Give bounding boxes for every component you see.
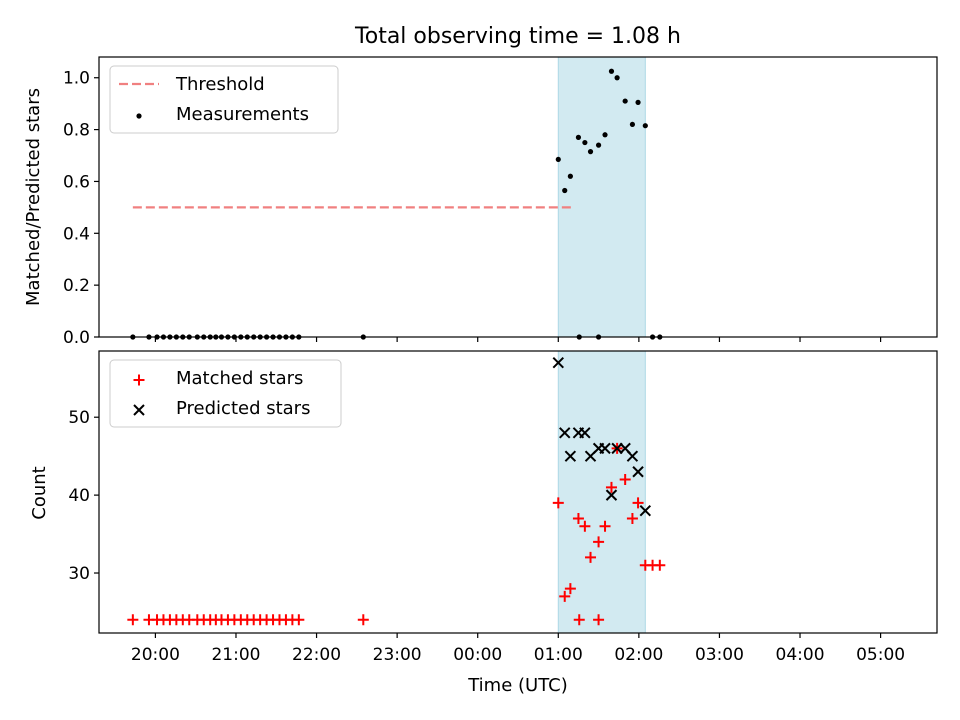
matched-star-point [626,512,638,524]
bottom-y-axis-label: Count [29,466,50,519]
x-tick-label: 21:00 [211,645,260,665]
matched-star-point [654,559,666,571]
legend-label: Predicted stars [176,398,310,419]
predicted-star-point [559,427,571,439]
panel-bottom: 30 40 50 20:00 21:00 22:00 23:00 00:00 01:00 02:0… [68,350,938,665]
x-tick-label: 01:00 [534,645,583,665]
observing-window [557,350,646,634]
legend-matched-swatch [133,374,145,386]
observing-window [557,56,646,338]
predicted-star-point [605,489,618,501]
matched-star-point [579,520,591,532]
matched-star-point [573,614,585,626]
legend-label: Matched stars [176,368,303,389]
matched-star-point [605,481,617,493]
measurement-point [595,142,602,148]
legend-measurement-swatch [136,113,142,119]
y-tick-label: 0.4 [63,224,90,244]
legend-label: Measurements [176,104,309,125]
measurement-point [562,187,568,194]
measurement-point [555,156,561,163]
predicted-star-point [564,450,577,462]
measurement-point [635,99,641,105]
predicted-star-point [626,450,639,462]
matched-star-point [632,497,644,509]
panel-top: 0.0 0.2 0.4 0.6 0.8 1.0 Threshold Measurements [63,56,938,348]
x-tick-label: 03:00 [695,645,744,665]
axes-frame [98,56,938,338]
measurement-point [622,98,628,104]
legend-predicted-swatch [133,404,145,416]
predicted-star-point [579,427,591,439]
chart-title: Total observing time = 1.08 h [354,24,681,49]
measurement-point [587,149,594,155]
measurement-point [582,139,588,146]
matched-star-point [559,590,571,602]
matched-star-point [619,474,631,486]
matched-star-point [593,614,605,626]
x-tick-label: 20:00 [131,645,180,665]
predicted-star-point [552,356,564,369]
measurement-point [614,75,620,81]
measurement-point [575,134,582,140]
y-tick-label: 30 [68,564,90,584]
measurement-point [629,121,636,128]
y-tick-label: 0.6 [63,172,90,192]
matched-star-point [599,520,611,532]
x-tick-label: 23:00 [373,645,422,665]
y-tick-label: 1.0 [63,69,90,89]
y-tick-label: 0.2 [63,276,90,296]
matched-star-point [564,583,576,595]
measurement-point [608,68,615,74]
predicted-star-point [632,466,644,478]
matched-star-point [572,512,584,524]
y-tick-label: 40 [68,486,90,506]
measurement-point [567,173,573,179]
x-tick-label: 00:00 [453,645,502,665]
measurement-point [642,123,648,129]
predicted-star-point [639,504,652,517]
matched-star-point [552,497,564,509]
matched-star-point [593,536,605,548]
matched-star-point [293,614,305,626]
x-axis-label: Time (UTC) [467,675,568,696]
matched-star-point [127,614,139,626]
predicted-star-point [599,442,611,455]
x-tick-label: 05:00 [856,645,905,665]
top-y-axis-label: Matched/Predicted stars [23,88,44,306]
axes-frame [98,350,938,634]
y-tick-label: 0.0 [63,328,90,348]
matched-star-point [357,614,369,626]
legend-box [109,359,342,428]
matched-star-point [585,551,597,563]
x-tick-label: 22:00 [292,645,341,665]
y-tick-label: 0.8 [63,121,90,141]
x-tick-label: 02:00 [614,645,663,665]
legend-label: Threshold [175,74,265,95]
measurement-point [602,132,608,138]
x-tick-label: 04:00 [776,645,825,665]
legend-box [109,65,339,134]
y-tick-label: 50 [68,408,90,428]
